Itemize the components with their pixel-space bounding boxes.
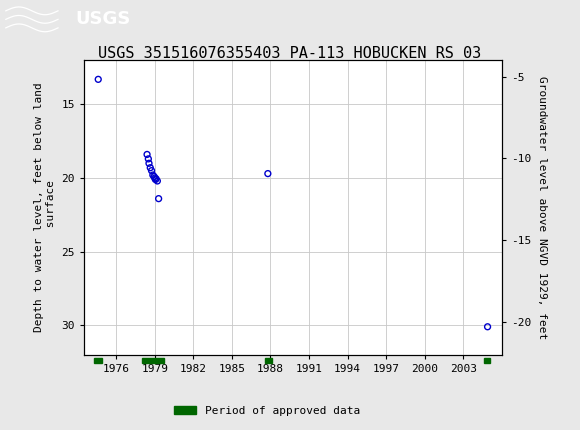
Point bbox=[153, 178, 162, 184]
Point bbox=[150, 175, 160, 181]
Point bbox=[144, 155, 153, 162]
Text: USGS: USGS bbox=[75, 10, 130, 28]
Point bbox=[143, 151, 152, 158]
Point bbox=[148, 172, 158, 178]
Point bbox=[146, 164, 155, 171]
Point bbox=[151, 176, 160, 183]
Legend: Period of approved data: Period of approved data bbox=[169, 401, 364, 420]
Point bbox=[93, 76, 103, 83]
Y-axis label: Depth to water level, feet below land
 surface: Depth to water level, feet below land su… bbox=[34, 83, 56, 332]
Point bbox=[147, 167, 156, 174]
Point bbox=[483, 323, 492, 330]
Point bbox=[150, 173, 159, 180]
Y-axis label: Groundwater level above NGVD 1929, feet: Groundwater level above NGVD 1929, feet bbox=[536, 76, 546, 339]
Point bbox=[154, 195, 163, 202]
Text: USGS 351516076355403 PA-113 HOBUCKEN RS 03: USGS 351516076355403 PA-113 HOBUCKEN RS … bbox=[99, 46, 481, 61]
Point bbox=[263, 170, 273, 177]
Point bbox=[151, 175, 161, 182]
Point bbox=[144, 160, 154, 167]
